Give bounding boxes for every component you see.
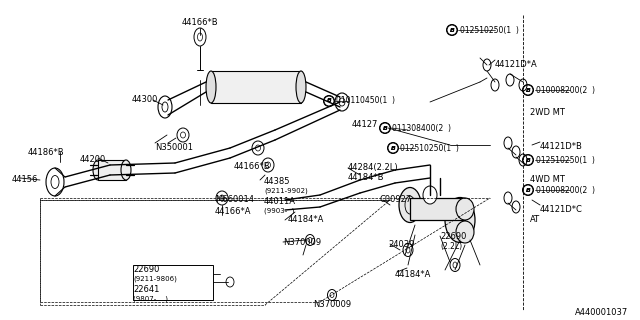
Text: 44166*B: 44166*B [182, 18, 218, 27]
Ellipse shape [216, 191, 228, 205]
Text: B: B [525, 87, 531, 92]
Text: 44200: 44200 [80, 155, 106, 164]
Text: (2.2L): (2.2L) [440, 242, 462, 251]
Text: 010110450(1  ): 010110450(1 ) [337, 97, 396, 106]
Text: 44121D*C: 44121D*C [540, 205, 583, 214]
Text: B: B [326, 99, 332, 103]
Text: 44121D*A: 44121D*A [495, 60, 538, 69]
Text: B: B [326, 99, 332, 103]
Text: 44156: 44156 [12, 175, 38, 184]
Ellipse shape [305, 235, 314, 245]
Text: B: B [525, 157, 531, 163]
Text: 012510250(1  ): 012510250(1 ) [460, 26, 518, 35]
Text: 010008200(2  ): 010008200(2 ) [536, 85, 595, 94]
Ellipse shape [504, 137, 512, 149]
Ellipse shape [121, 160, 131, 180]
Text: B: B [450, 28, 454, 33]
Text: 012510250(1  ): 012510250(1 ) [401, 143, 460, 153]
Text: B: B [525, 188, 531, 193]
Ellipse shape [445, 197, 475, 243]
Text: N370009: N370009 [283, 238, 321, 247]
Text: B: B [383, 125, 387, 131]
Text: 24039: 24039 [388, 240, 414, 249]
Ellipse shape [456, 221, 474, 243]
Text: B: B [525, 157, 531, 163]
Text: 44184*B: 44184*B [348, 173, 385, 182]
Text: 44186*B: 44186*B [28, 148, 65, 157]
Text: B: B [390, 146, 396, 150]
Ellipse shape [296, 71, 306, 103]
Ellipse shape [194, 28, 206, 46]
Text: 44166*B: 44166*B [234, 162, 270, 171]
Text: M660014: M660014 [215, 195, 254, 204]
Ellipse shape [506, 74, 514, 86]
Text: 44166*A: 44166*A [215, 207, 252, 216]
Ellipse shape [512, 201, 520, 213]
Text: 44184*A: 44184*A [288, 215, 324, 224]
Ellipse shape [519, 154, 527, 166]
Bar [98, 160, 126, 180]
Ellipse shape [46, 168, 64, 196]
Ellipse shape [328, 290, 337, 300]
Ellipse shape [504, 192, 512, 204]
Text: N370009: N370009 [313, 300, 351, 309]
Bar [211, 71, 301, 103]
Text: 010008200(2  ): 010008200(2 ) [536, 186, 595, 195]
Text: 011308400(2  ): 011308400(2 ) [392, 124, 451, 132]
Ellipse shape [177, 128, 189, 142]
Text: 012510250(1  ): 012510250(1 ) [536, 156, 595, 164]
Bar [410, 198, 465, 220]
Text: 44184*A: 44184*A [395, 270, 431, 279]
Ellipse shape [226, 277, 234, 287]
Ellipse shape [450, 259, 460, 271]
Ellipse shape [335, 93, 349, 111]
Ellipse shape [206, 71, 216, 103]
Ellipse shape [403, 244, 413, 257]
Ellipse shape [512, 146, 520, 158]
Ellipse shape [262, 158, 274, 172]
Text: C00927: C00927 [380, 195, 412, 204]
Ellipse shape [158, 96, 172, 118]
Text: B: B [390, 146, 396, 150]
Text: B: B [525, 188, 531, 193]
Text: 22641: 22641 [133, 285, 159, 294]
Text: 22690: 22690 [440, 232, 467, 241]
Ellipse shape [423, 186, 437, 204]
Bar [133, 265, 213, 300]
Text: (9211-9902): (9211-9902) [264, 187, 308, 194]
Text: (9211-9806): (9211-9806) [133, 275, 177, 282]
Text: N350001: N350001 [155, 143, 193, 152]
Text: A440001037: A440001037 [575, 308, 628, 317]
Text: 44121D*B: 44121D*B [540, 142, 583, 151]
Ellipse shape [252, 141, 264, 155]
Ellipse shape [93, 160, 103, 180]
Ellipse shape [491, 79, 499, 91]
Text: 44284(2.2L): 44284(2.2L) [348, 163, 399, 172]
Text: 44127: 44127 [352, 120, 378, 129]
Ellipse shape [519, 79, 527, 91]
Text: 44011A: 44011A [264, 197, 296, 206]
Ellipse shape [456, 198, 474, 220]
Text: 4WD MT: 4WD MT [530, 175, 565, 184]
Text: 2WD MT: 2WD MT [530, 108, 565, 117]
Text: AT: AT [530, 215, 540, 224]
Text: (9807-    ): (9807- ) [133, 295, 168, 301]
Text: (9903-  ): (9903- ) [264, 207, 294, 213]
Text: 44300: 44300 [132, 95, 158, 104]
Text: B: B [450, 28, 454, 33]
Text: B: B [525, 87, 531, 92]
Text: 44385: 44385 [264, 177, 291, 186]
Text: B: B [383, 125, 387, 131]
Text: 22690: 22690 [133, 265, 159, 274]
Ellipse shape [399, 188, 421, 222]
Ellipse shape [483, 59, 491, 71]
